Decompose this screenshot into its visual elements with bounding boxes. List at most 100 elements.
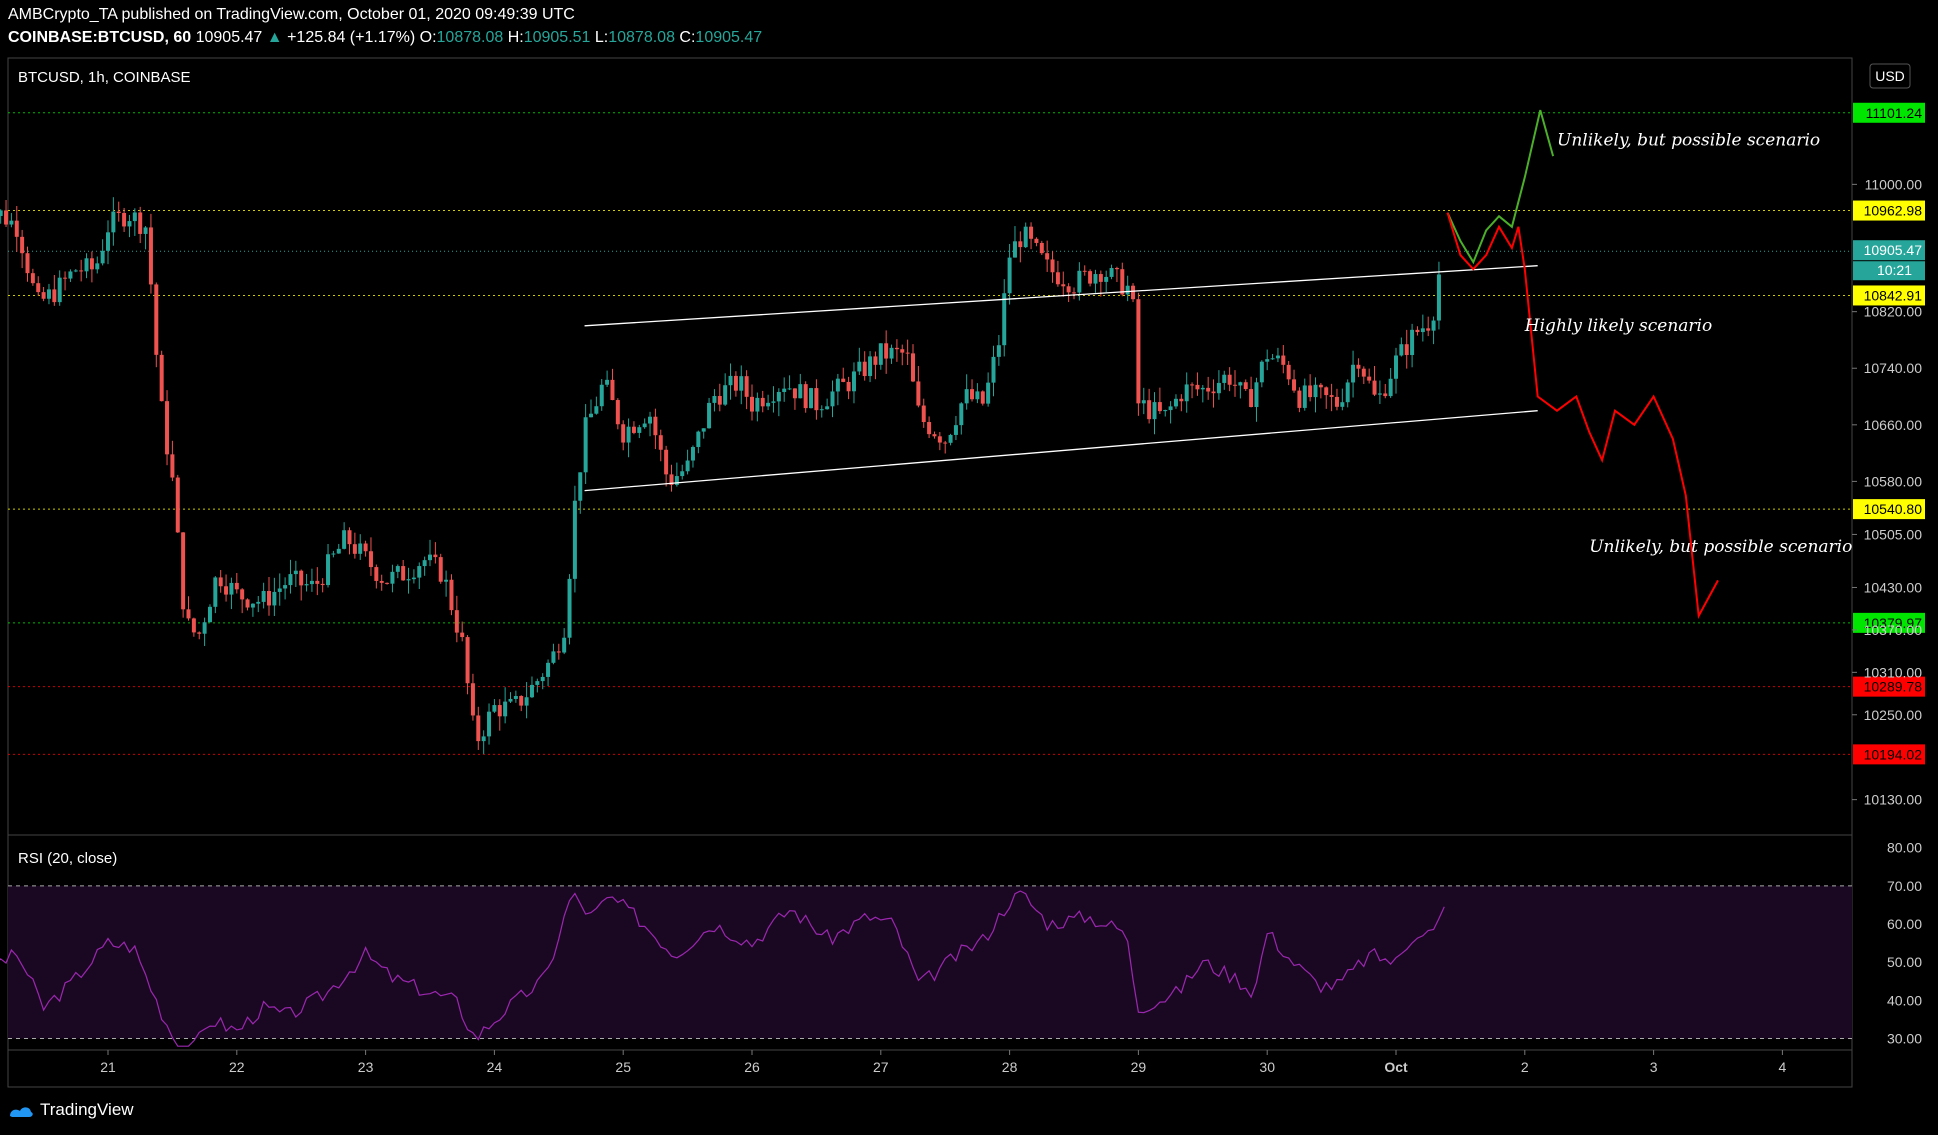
candle-body: [25, 253, 30, 274]
time-tick-label: Oct: [1384, 1059, 1408, 1075]
candle-body: [95, 263, 100, 270]
candle-body: [626, 426, 631, 443]
candle-body: [154, 284, 159, 355]
level-tag: [1853, 499, 1925, 520]
candle-body: [653, 416, 658, 436]
candle-body: [664, 449, 669, 475]
rsi-tick-label: 50.00: [1887, 954, 1922, 970]
ascending-channel[interactable]: [584, 265, 1538, 492]
candle-body: [1372, 380, 1377, 395]
candle-body: [363, 543, 368, 552]
pane-title: BTCUSD, 1h, COINBASE: [18, 69, 191, 86]
rsi-tick-label: 30.00: [1887, 1031, 1922, 1047]
candle-body: [717, 396, 722, 405]
candle-body: [1292, 379, 1297, 391]
tradingview-logo[interactable]: TradingView: [8, 1100, 134, 1120]
chart-canvas[interactable]: 11101.24 10962.98 10842.91 10540.80 10379.97…: [0, 0, 1938, 1090]
close-label: C:: [679, 29, 696, 46]
candle-body: [1184, 384, 1189, 402]
candle-body: [30, 273, 35, 284]
time-tick-label: 21: [100, 1059, 116, 1075]
candle-body: [1050, 259, 1055, 273]
footer-brand: TradingView: [40, 1100, 134, 1119]
candle-body: [1281, 355, 1286, 365]
candle-body: [513, 696, 518, 699]
candle-body: [41, 292, 46, 299]
candle-body: [454, 610, 459, 633]
candle-body: [782, 388, 787, 392]
tradingview-icon: [10, 1107, 33, 1117]
candle-body: [615, 400, 620, 425]
price-axis[interactable]: 11000.00 10820.00 10740.00 10660.00 10580.00…: [1852, 176, 1922, 808]
projection-paths[interactable]: [1446, 109, 1719, 620]
level-label: 10540.80: [1864, 501, 1923, 517]
candle-body: [342, 530, 347, 549]
low-value: 10878.08: [608, 29, 675, 46]
time-tick-label: 22: [229, 1059, 245, 1075]
candle-body: [1426, 328, 1431, 331]
candle-body: [1206, 387, 1211, 392]
candle-body: [1109, 268, 1114, 277]
candle-body: [1361, 368, 1366, 377]
candle-body: [503, 701, 508, 717]
candle-body: [293, 570, 298, 575]
candle-body: [20, 236, 25, 254]
candle-body: [186, 609, 191, 619]
candle-body: [750, 396, 754, 412]
candle-body: [487, 711, 492, 737]
candle-body: [385, 582, 390, 584]
candle-body: [460, 632, 465, 638]
low-label: L:: [594, 29, 609, 46]
candle-body: [1029, 226, 1034, 239]
rsi-line: [0, 890, 1445, 1047]
candle-body: [744, 376, 749, 397]
candle-body: [1383, 393, 1388, 397]
candle-body: [111, 211, 116, 233]
symbol-label[interactable]: COINBASE:BTCUSD, 60: [8, 29, 192, 46]
level-tag: [1853, 285, 1925, 306]
level-label: 10379.97: [1864, 615, 1923, 631]
candle-body: [894, 347, 899, 350]
candle-body: [819, 409, 824, 411]
candle-body: [0, 210, 3, 216]
time-tick-label: 28: [1002, 1059, 1018, 1075]
candle-body: [304, 584, 309, 586]
rsi-pane: 80.00 70.00 60.00 50.00 40.00 30.00: [0, 840, 1922, 1047]
candle-body: [132, 212, 137, 222]
candle-body: [374, 567, 379, 581]
candle-body: [1243, 382, 1248, 390]
candle-body: [1012, 241, 1017, 258]
candle-body: [739, 376, 744, 391]
candle-body: [1157, 402, 1162, 412]
candle-body: [1098, 274, 1103, 282]
candle-body: [980, 391, 985, 404]
level-label: 10842.91: [1864, 287, 1923, 303]
candle-body: [106, 232, 110, 251]
candle-body: [1131, 285, 1136, 300]
candle-body: [685, 460, 690, 472]
candle-body: [191, 618, 196, 633]
candle-body: [1249, 389, 1254, 408]
candle-body: [492, 705, 497, 712]
candle-body: [690, 447, 695, 461]
candle-body: [567, 578, 572, 638]
candle-body: [368, 551, 373, 568]
time-axis[interactable]: 21 22 23 24 25 26 27 28 29 30 Oct 2 3 4: [100, 1050, 1787, 1075]
last-price: 10905.47: [195, 29, 263, 46]
candle-body: [771, 401, 776, 403]
candle-body: [1045, 253, 1050, 260]
candle-body: [733, 375, 738, 391]
candle-body: [1275, 355, 1280, 359]
candle-body: [1238, 382, 1243, 386]
candle-body: [862, 361, 867, 377]
candle-body: [148, 227, 153, 285]
scenario-annotation: Highly likely scenario: [1524, 316, 1712, 336]
candle-body: [1007, 257, 1012, 294]
candle-body: [851, 371, 856, 392]
currency-button[interactable]: USD: [1869, 63, 1911, 89]
level-label: 10194.02: [1864, 746, 1923, 762]
candle-body: [224, 586, 229, 595]
candle-body: [986, 382, 991, 404]
candle-body: [52, 289, 57, 303]
candle-body: [401, 566, 406, 581]
